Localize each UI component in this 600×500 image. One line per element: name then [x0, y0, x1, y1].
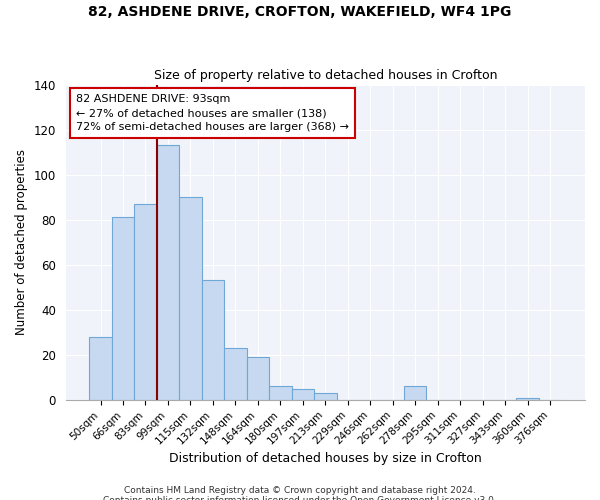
Bar [224, 348, 247, 400]
Bar [89, 337, 112, 400]
Bar [292, 388, 314, 400]
Bar [517, 398, 539, 400]
Title: Size of property relative to detached houses in Crofton: Size of property relative to detached ho… [154, 69, 497, 82]
Bar [179, 197, 202, 400]
Text: 82 ASHDENE DRIVE: 93sqm
← 27% of detached houses are smaller (138)
72% of semi-d: 82 ASHDENE DRIVE: 93sqm ← 27% of detache… [76, 94, 349, 132]
X-axis label: Distribution of detached houses by size in Crofton: Distribution of detached houses by size … [169, 452, 482, 465]
Bar [247, 357, 269, 400]
Y-axis label: Number of detached properties: Number of detached properties [15, 149, 28, 335]
Text: Contains HM Land Registry data © Crown copyright and database right 2024.: Contains HM Land Registry data © Crown c… [124, 486, 476, 495]
Bar [269, 386, 292, 400]
Bar [134, 204, 157, 400]
Bar [314, 393, 337, 400]
Text: Contains public sector information licensed under the Open Government Licence v3: Contains public sector information licen… [103, 496, 497, 500]
Bar [157, 146, 179, 400]
Bar [112, 218, 134, 400]
Bar [404, 386, 427, 400]
Bar [202, 280, 224, 400]
Text: 82, ASHDENE DRIVE, CROFTON, WAKEFIELD, WF4 1PG: 82, ASHDENE DRIVE, CROFTON, WAKEFIELD, W… [88, 5, 512, 19]
